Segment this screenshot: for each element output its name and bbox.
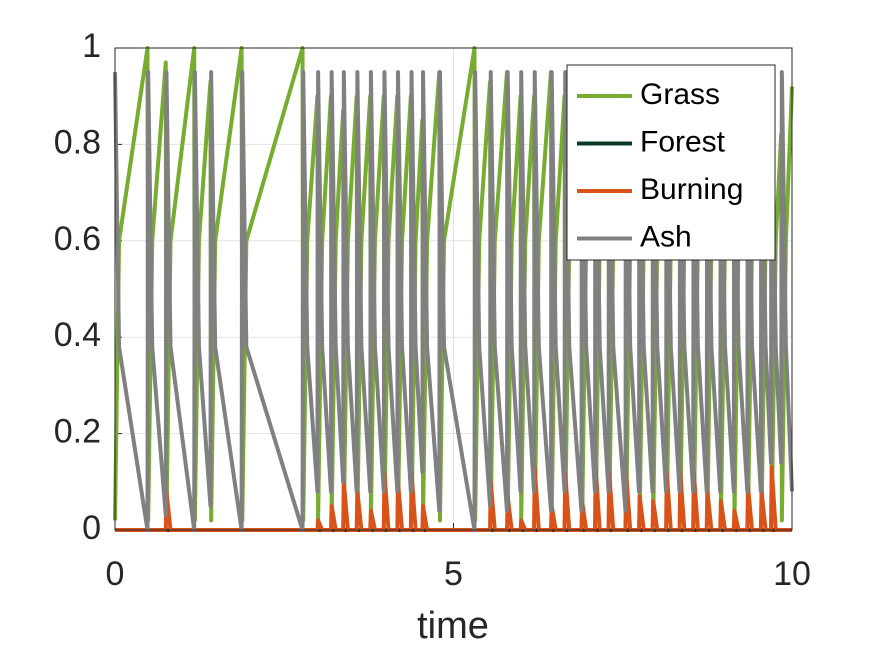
- y-tick-label: 0.8: [54, 123, 101, 161]
- legend-label: Forest: [640, 125, 726, 158]
- legend-label: Ash: [640, 220, 692, 253]
- y-tick-label: 0: [82, 509, 101, 547]
- y-tick-label: 0.6: [54, 220, 101, 258]
- x-axis-label: time: [417, 605, 489, 647]
- y-tick-label: 0.4: [54, 316, 101, 354]
- x-tick-label: 5: [444, 555, 463, 593]
- plot-frame: [114, 47, 793, 531]
- x-tick-label: 0: [106, 555, 125, 593]
- y-tick-label: 1: [82, 27, 101, 65]
- legend-label: Grass: [640, 78, 720, 111]
- y-tick-label: 0.2: [54, 413, 101, 451]
- x-tick-label: 10: [773, 555, 811, 593]
- legend-label: Burning: [640, 173, 743, 206]
